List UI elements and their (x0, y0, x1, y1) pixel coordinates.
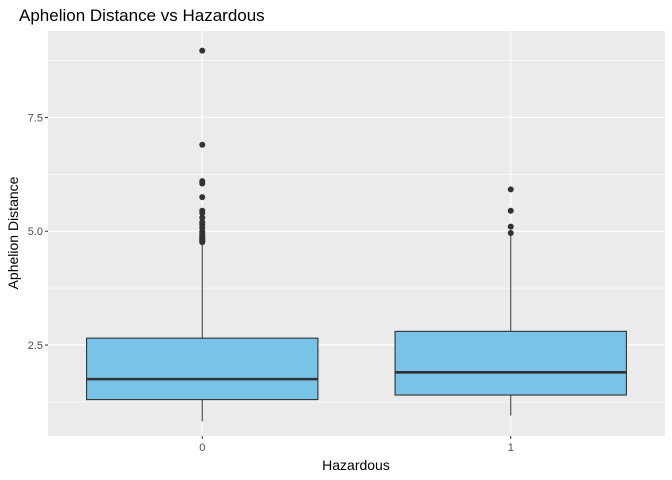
outlier-point (199, 47, 206, 54)
outlier-point (199, 214, 206, 221)
outlier-point (199, 194, 206, 201)
outlier-point (507, 186, 514, 193)
box-group-1 (394, 186, 627, 416)
box-group-0 (86, 47, 319, 422)
x-axis-title: Hazardous (322, 457, 390, 473)
box-series (86, 47, 627, 422)
y-axis: 2.5 5.0 7.5 (28, 112, 48, 352)
outlier-point (199, 219, 206, 226)
chart-title: Aphelion Distance vs Hazardous (19, 6, 265, 25)
x-tick-label: 0 (199, 442, 205, 454)
outlier-point (199, 207, 206, 214)
y-tick-label: 5.0 (28, 226, 43, 238)
y-tick-label: 7.5 (28, 112, 43, 124)
box-iqr (394, 330, 627, 396)
y-axis-title: Aphelion Distance (5, 176, 21, 289)
x-tick-label: 1 (508, 442, 514, 454)
outlier-point (199, 141, 206, 148)
outlier-point (199, 178, 206, 185)
outlier-point (507, 230, 514, 237)
outlier-point (507, 207, 514, 214)
outlier-point (507, 223, 514, 230)
box-iqr (86, 337, 319, 401)
minor-gridlines (48, 60, 665, 403)
y-tick-label: 2.5 (28, 340, 43, 352)
